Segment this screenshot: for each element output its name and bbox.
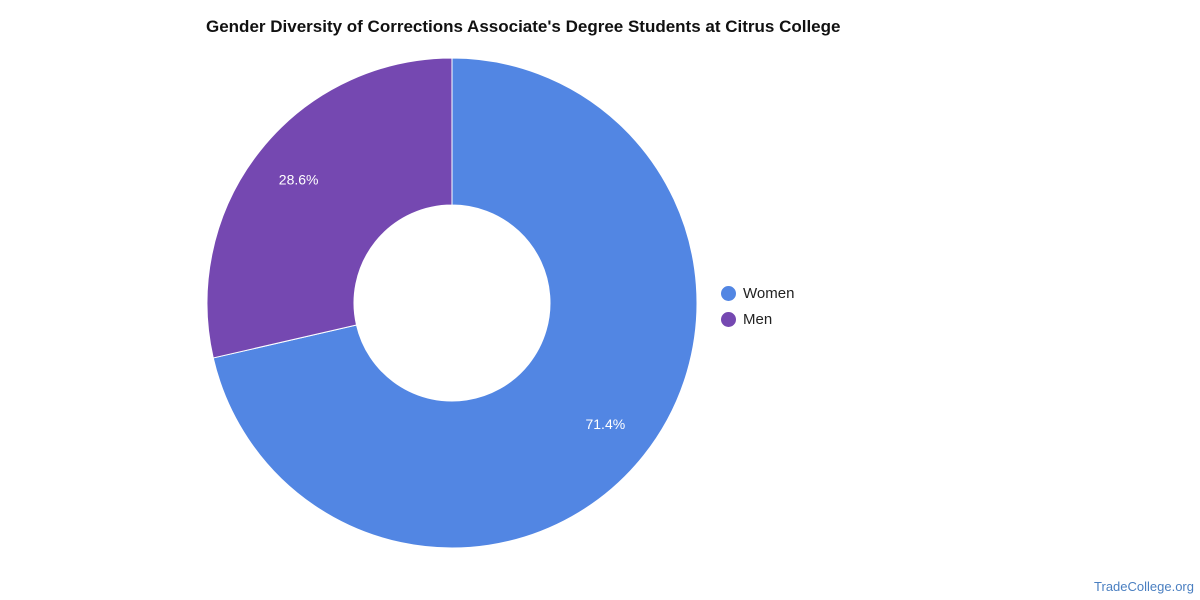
legend-swatch-women [721, 285, 736, 301]
slice-label-men: 28.6% [279, 172, 319, 188]
source-credit[interactable]: TradeCollege.org [1094, 579, 1194, 594]
legend-label-men: Men [743, 310, 773, 328]
legend-label-women: Women [743, 284, 795, 302]
chart-title: Gender Diversity of Corrections Associat… [206, 17, 841, 36]
donut-chart: 71.4% 28.6% [206, 57, 698, 549]
slice-women[interactable] [212, 57, 698, 549]
legend-swatch-men [721, 311, 736, 327]
slice-label-women: 71.4% [585, 416, 625, 432]
slice-men[interactable] [206, 57, 453, 359]
legend-item-women[interactable]: Women [721, 280, 794, 306]
legend-item-men[interactable]: Men [721, 306, 794, 332]
legend: Women Men [721, 280, 794, 332]
